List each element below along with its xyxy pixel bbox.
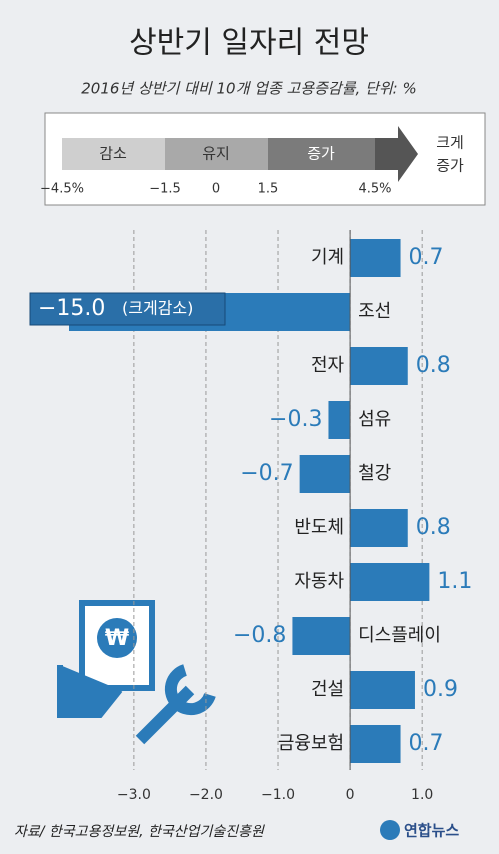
value-label: 0.7: [409, 731, 444, 756]
legend-tick: 0: [212, 182, 220, 197]
legend-band: [62, 138, 165, 170]
chart-subtitle: 2016년 상반기 대비 10개 업종 고용증감률, 단위: %: [81, 80, 417, 98]
value-label: −0.8: [233, 623, 286, 648]
value-label: 0.9: [423, 677, 458, 702]
legend-tick: 1.5: [258, 182, 279, 197]
logo-mark: [380, 820, 400, 840]
x-tick-label: 1.0: [411, 787, 433, 803]
label-box: [29, 292, 226, 326]
value-label: −0.3: [269, 407, 322, 432]
x-tick-label: −2.0: [189, 787, 223, 803]
legend-arrow-label: 증가: [436, 157, 464, 175]
bar: [299, 455, 351, 493]
annotation: (크게감소): [122, 299, 193, 318]
value-label: 0.7: [409, 245, 444, 270]
x-tick-label: 0: [346, 787, 355, 803]
chart-title: 상반기 일자리 전망: [129, 26, 369, 61]
category-label: 자동차: [294, 571, 344, 592]
svg-text:₩: ₩: [105, 626, 129, 651]
value-label: −0.7: [240, 461, 293, 486]
legend-arrow: [375, 126, 418, 182]
value-label: −15.0: [38, 296, 105, 321]
legend-band-label: 증가: [307, 145, 335, 163]
legend-tick: −4.5%: [40, 182, 84, 197]
value-label: 1.1: [437, 569, 472, 594]
legend-band-label: 감소: [99, 145, 127, 163]
legend-tick: −1.5: [149, 182, 181, 197]
icon: ₩: [57, 600, 216, 745]
category-label: 철강: [358, 463, 391, 484]
category-label: 디스플레이: [358, 625, 441, 646]
bar: [350, 239, 401, 277]
bar: [350, 725, 401, 763]
category-label: 조선: [358, 301, 391, 322]
bar: [350, 347, 408, 385]
category-label: 금융보험: [278, 733, 344, 754]
value-label: 0.8: [416, 353, 451, 378]
category-label: 건설: [311, 679, 344, 700]
bar: [328, 401, 351, 439]
legend-arrow-label: 크게: [436, 134, 464, 152]
x-tick-label: −3.0: [117, 787, 151, 803]
logo: 연합뉴스: [404, 822, 459, 840]
bar: [292, 617, 351, 655]
category-label: 반도체: [294, 517, 344, 538]
bar: [350, 509, 408, 547]
x-tick-label: −1.0: [261, 787, 295, 803]
bar: [350, 671, 415, 709]
legend-band-label: 유지: [202, 145, 230, 163]
category-label: 전자: [311, 355, 345, 376]
legend-tick: 4.5%: [358, 182, 391, 197]
legend-band: [268, 138, 375, 170]
category-label: 기계: [311, 247, 344, 268]
source: 자료/ 한국고용정보원, 한국산업기술진흥원: [14, 824, 265, 840]
bar: [350, 563, 430, 601]
legend-band: [165, 138, 268, 170]
category-label: 섬유: [358, 409, 391, 430]
value-label: 0.8: [416, 515, 451, 540]
